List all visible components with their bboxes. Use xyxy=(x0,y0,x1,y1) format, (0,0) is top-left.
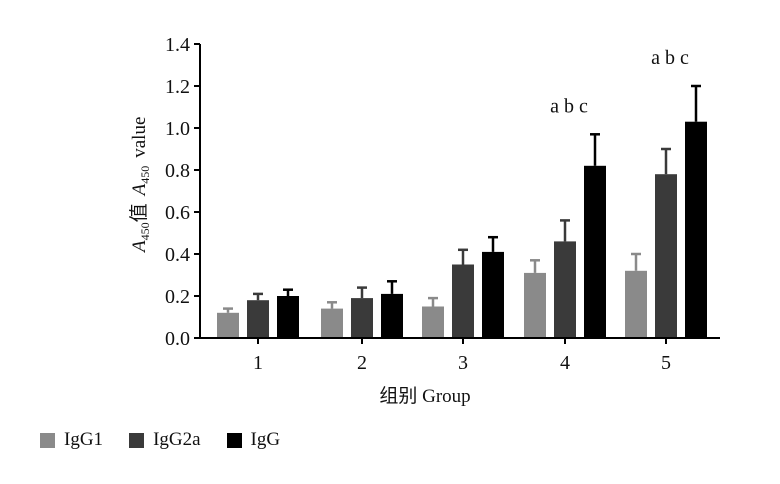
bar-igg-group-2 xyxy=(381,293,403,338)
x-tick-label-3: 3 xyxy=(458,352,468,374)
legend-swatch-igg2a xyxy=(129,432,145,448)
y-tick-label-0.2: 0.2 xyxy=(165,286,190,308)
legend: IgG1 IgG2a IgG xyxy=(40,428,306,452)
legend-label-igg2a: IgG2a xyxy=(153,429,201,450)
labels-layer: 0.00.20.40.60.81.01.21.41 2 3 4 5组别 GroupA45… xyxy=(128,34,689,407)
bar-igg1-group-1 xyxy=(217,312,239,338)
x-tick-label-5: 5 xyxy=(661,352,671,374)
legend-item-igg1: IgG1 xyxy=(40,429,103,451)
bar-igg1-group-5 xyxy=(625,270,647,338)
bar-igg-group-3 xyxy=(482,251,504,338)
legend-item-igg2a: IgG2a xyxy=(129,429,201,451)
legend-swatch-igg1 xyxy=(40,432,55,448)
error-bars-layer xyxy=(223,84,701,313)
y-tick-label-1.2: 1.2 xyxy=(165,76,190,98)
y-tick-label-1.4: 1.4 xyxy=(165,34,190,56)
y-tick-label-0.0: 0.0 xyxy=(165,328,190,350)
bars-layer xyxy=(217,121,707,338)
legend-item-igg: IgG xyxy=(226,429,281,451)
significance-annotation-group-4: a b c xyxy=(550,95,588,117)
y-tick-label-0.4: 0.4 xyxy=(165,244,190,266)
bar-igg2a-group-3 xyxy=(452,264,474,338)
x-tick-label-1: 1 xyxy=(253,352,263,374)
bar-igg2a-group-1 xyxy=(247,300,269,338)
y-axis-title-en-sub: 450 xyxy=(138,166,152,184)
y-tick-label-0.8: 0.8 xyxy=(165,160,190,182)
bar-igg2a-group-2 xyxy=(351,298,373,338)
y-axis-title-cn-prefix: A xyxy=(129,240,150,254)
bar-igg1-group-3 xyxy=(422,306,444,338)
y-axis-title-cn-word: 值 xyxy=(128,203,150,222)
bar-igg2a-group-4 xyxy=(554,241,576,338)
y-axis-title-en-word: value xyxy=(129,117,150,158)
y-axis-title-en-prefix: A xyxy=(129,183,150,197)
y-tick-label-0.6: 0.6 xyxy=(165,202,190,224)
y-axis-title-cn-sub: 450 xyxy=(138,222,152,240)
x-tick-label-2: 2 xyxy=(357,352,367,374)
axes-layer xyxy=(194,43,720,344)
bar-igg1-group-4 xyxy=(524,272,546,338)
y-tick-label-1.0: 1.0 xyxy=(165,118,190,140)
legend-label-igg: IgG xyxy=(250,429,281,450)
bar-igg2a-group-5 xyxy=(655,174,677,338)
x-tick-label-4: 4 xyxy=(560,352,570,374)
bar-igg-group-1 xyxy=(277,296,299,338)
bar-igg-group-4 xyxy=(584,165,606,338)
legend-label-igg1: IgG1 xyxy=(64,429,104,450)
x-axis-title: 组别 Group xyxy=(379,385,470,407)
bar-igg-group-5 xyxy=(685,121,707,338)
bar-igg1-group-2 xyxy=(321,308,343,338)
significance-annotation-group-5: a b c xyxy=(651,47,689,69)
legend-swatch-igg xyxy=(226,432,242,448)
y-axis-title: A450值A450value xyxy=(128,117,152,254)
